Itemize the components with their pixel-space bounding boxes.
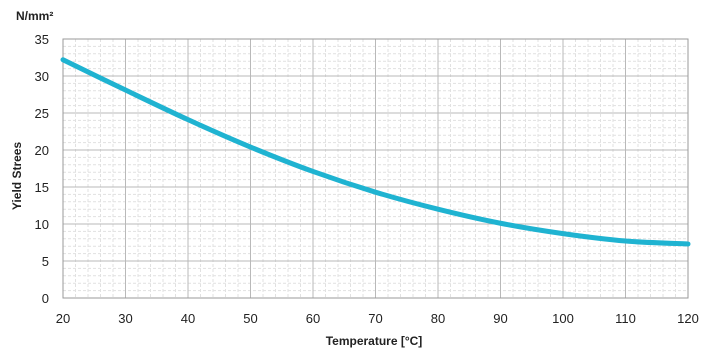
y-tick-labels: 0 5 10 15 20 25 30 35	[35, 32, 49, 306]
x-tick-labels: 20 30 40 50 60 70 80 90 100 110 120	[56, 311, 699, 326]
x-tick-label: 50	[243, 311, 257, 326]
y-tick-label: 35	[35, 32, 49, 47]
yield-stress-series-line	[60, 57, 691, 247]
y-tick-label: 15	[35, 180, 49, 195]
y-axis-title: Yield Strees	[10, 142, 24, 211]
x-tick-label: 70	[368, 311, 382, 326]
y-tick-label: 25	[35, 106, 49, 121]
major-grid	[62, 38, 689, 299]
x-tick-label: 100	[552, 311, 574, 326]
y-tick-label: 10	[35, 217, 49, 232]
series-layer	[60, 57, 691, 247]
x-tick-label: 90	[493, 311, 507, 326]
plot-frame	[62, 38, 689, 299]
x-tick-label: 30	[118, 311, 132, 326]
y-tick-label: 5	[42, 254, 49, 269]
x-tick-label: 110	[615, 311, 636, 326]
y-unit-label: N/mm²	[16, 9, 53, 23]
y-tick-label: 20	[35, 143, 49, 158]
x-tick-label: 60	[306, 311, 320, 326]
x-tick-label: 40	[181, 311, 195, 326]
x-tick-label: 20	[56, 311, 70, 326]
y-tick-label: 30	[35, 69, 49, 84]
y-tick-label: 0	[42, 291, 49, 306]
x-tick-label: 120	[677, 311, 699, 326]
x-axis-title: Temperature [°C]	[326, 334, 423, 348]
x-tick-label: 80	[431, 311, 445, 326]
